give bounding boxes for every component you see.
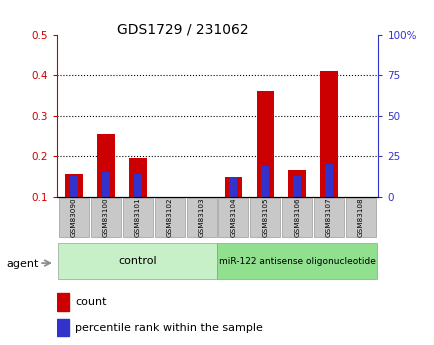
Bar bbox=[293, 176, 300, 197]
Text: percentile rank within the sample: percentile rank within the sample bbox=[75, 323, 263, 333]
FancyBboxPatch shape bbox=[58, 244, 217, 279]
Text: count: count bbox=[75, 297, 106, 307]
Text: control: control bbox=[118, 256, 157, 266]
FancyBboxPatch shape bbox=[282, 198, 312, 237]
Bar bbox=[97, 134, 115, 197]
Text: GSM83100: GSM83100 bbox=[103, 198, 108, 237]
FancyBboxPatch shape bbox=[91, 198, 121, 237]
Text: agent: agent bbox=[7, 259, 39, 269]
FancyBboxPatch shape bbox=[122, 198, 152, 237]
FancyBboxPatch shape bbox=[59, 198, 89, 237]
Bar bbox=[256, 91, 273, 197]
Text: GSM83090: GSM83090 bbox=[71, 198, 77, 237]
Text: GSM83108: GSM83108 bbox=[357, 198, 363, 237]
FancyBboxPatch shape bbox=[217, 244, 376, 279]
Bar bbox=[56, 319, 69, 336]
Text: GSM83103: GSM83103 bbox=[198, 198, 204, 237]
Text: GSM83106: GSM83106 bbox=[293, 198, 299, 237]
FancyBboxPatch shape bbox=[250, 198, 279, 237]
Bar bbox=[65, 174, 82, 197]
FancyBboxPatch shape bbox=[155, 198, 184, 237]
Bar bbox=[70, 176, 78, 197]
Text: GSM83105: GSM83105 bbox=[262, 198, 268, 237]
Bar bbox=[261, 166, 269, 197]
FancyBboxPatch shape bbox=[345, 198, 375, 237]
Text: miR-122 antisense oligonucleotide: miR-122 antisense oligonucleotide bbox=[218, 257, 375, 266]
FancyBboxPatch shape bbox=[218, 198, 248, 237]
Bar bbox=[102, 172, 110, 197]
Bar bbox=[324, 164, 332, 197]
Text: GSM83107: GSM83107 bbox=[326, 198, 331, 237]
Bar bbox=[56, 293, 69, 310]
Text: GSM83101: GSM83101 bbox=[135, 198, 141, 237]
FancyBboxPatch shape bbox=[313, 198, 343, 237]
Text: GSM83104: GSM83104 bbox=[230, 198, 236, 237]
Text: GSM83102: GSM83102 bbox=[166, 198, 172, 237]
Text: GDS1729 / 231062: GDS1729 / 231062 bbox=[117, 22, 248, 37]
Bar bbox=[224, 177, 242, 197]
Bar bbox=[319, 71, 337, 197]
Bar bbox=[134, 174, 141, 197]
Bar bbox=[288, 170, 305, 197]
Bar bbox=[129, 158, 146, 197]
FancyBboxPatch shape bbox=[186, 198, 216, 237]
Bar bbox=[229, 177, 237, 197]
